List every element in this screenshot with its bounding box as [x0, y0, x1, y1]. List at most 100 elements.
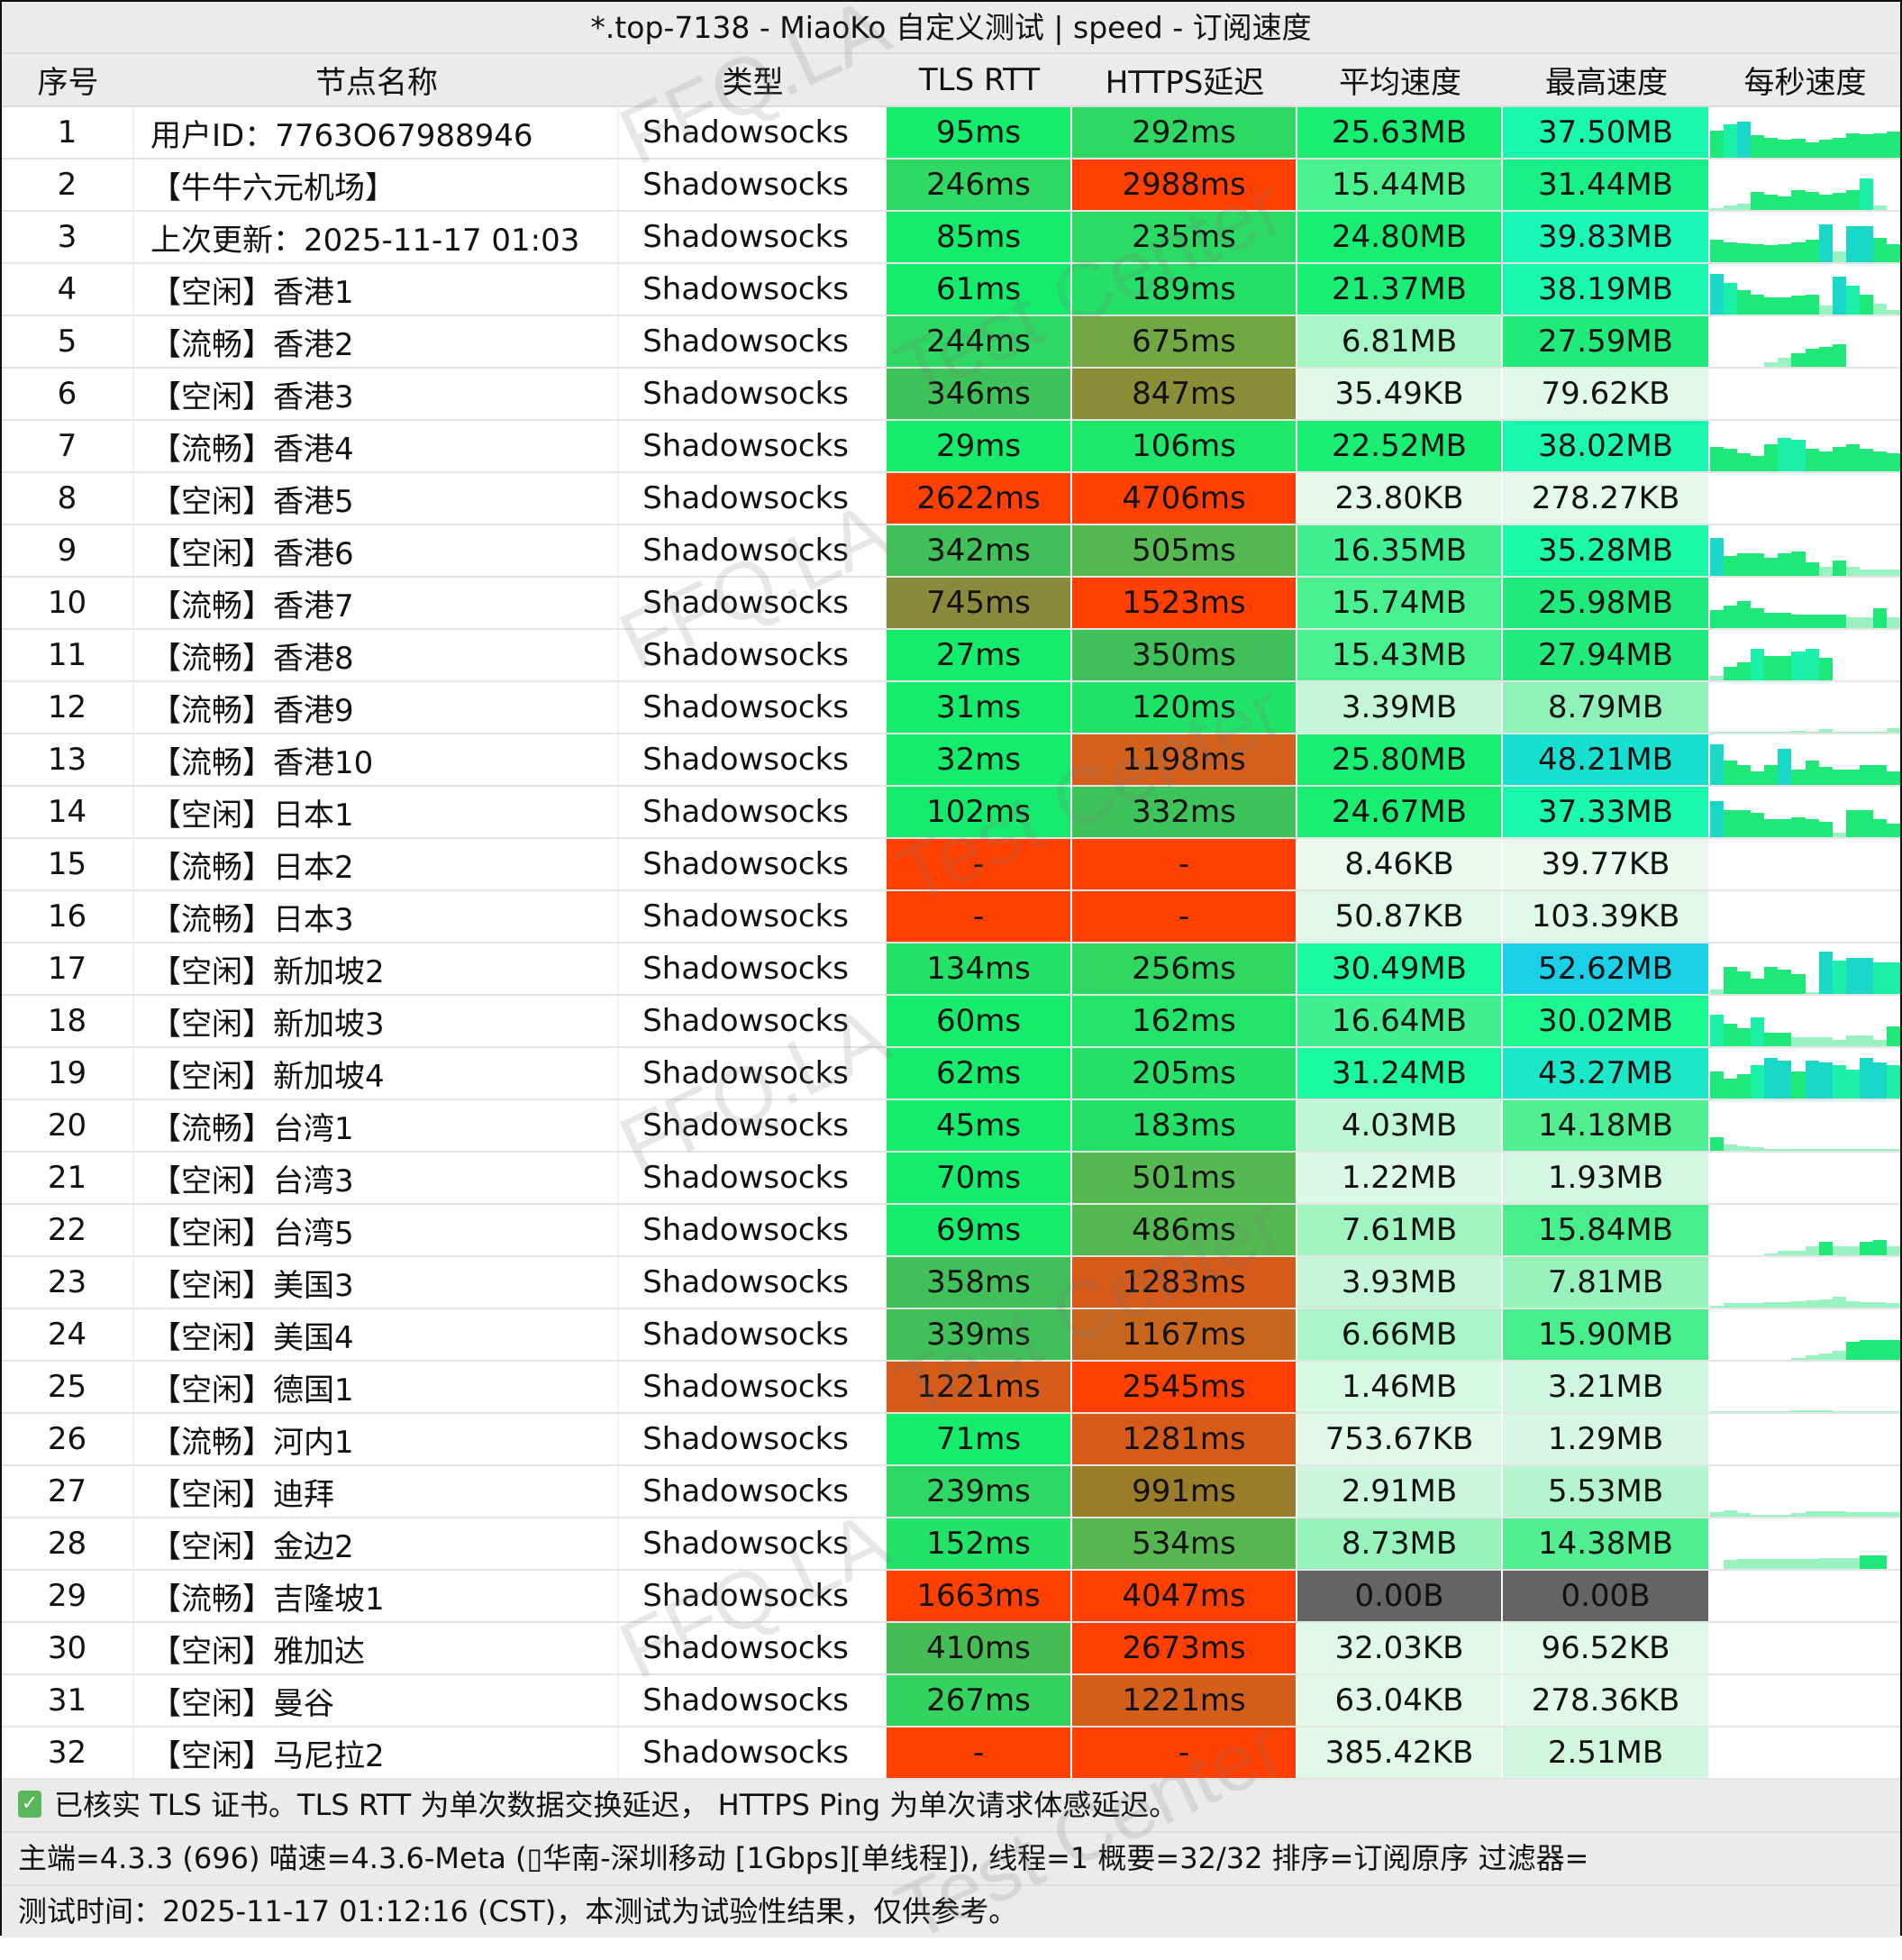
- row-index: 26: [2, 1414, 134, 1464]
- table-row[interactable]: 29 【流畅】吉隆坡1 Shadowsocks 1663ms 4047ms 0.00B 0.…: [2, 1571, 1900, 1623]
- header-type[interactable]: 类型: [722, 65, 784, 101]
- https-latency-cell: 4047ms: [1072, 1571, 1297, 1621]
- header-max-speed[interactable]: 最高速度: [1545, 65, 1668, 101]
- table-row[interactable]: 21 【空闲】台湾3 Shadowsocks 70ms 501ms 1.22MB 1.93M…: [2, 1153, 1900, 1205]
- https-latency-cell: 292ms: [1072, 107, 1297, 158]
- sparkline-bar: [1872, 1339, 1888, 1360]
- table-row[interactable]: 10 【流畅】香港7 Shadowsocks 745ms 1523ms 15.74MB 25…: [2, 578, 1900, 630]
- header-index[interactable]: 序号: [37, 65, 99, 101]
- avg-speed-cell: 4.03MB: [1297, 1100, 1503, 1151]
- table-row[interactable]: 26 【流畅】河内1 Shadowsocks 71ms 1281ms 753.67KB 1.…: [2, 1414, 1900, 1466]
- per-second-speed-sparkline: [1710, 1466, 1900, 1517]
- node-name: 【空闲】迪拜: [134, 1466, 619, 1517]
- tls-rtt-cell: -: [887, 891, 1072, 942]
- table-row[interactable]: 16 【流畅】日本3 Shadowsocks - -50.87KB 103.39KB: [2, 891, 1900, 944]
- per-second-speed-sparkline: [1710, 316, 1900, 367]
- sparkline-bar: [1710, 676, 1725, 680]
- window-title: *.top-7138 - MiaoKo 自定义测试 | speed - 订阅速度: [2, 2, 1900, 54]
- table-row[interactable]: 27 【空闲】迪拜 Shadowsocks 239ms 991ms 2.91MB 5.53M…: [2, 1466, 1900, 1518]
- tls-rtt-cell: 342ms: [887, 525, 1072, 576]
- table-row[interactable]: 5 【流畅】香港2 Shadowsocks 244ms 675ms 6.81MB 27.59…: [2, 316, 1900, 369]
- sparkline-bar: [1737, 764, 1752, 785]
- table-row[interactable]: 23 【空闲】美国3 Shadowsocks 358ms 1283ms 3.93MB 7.8…: [2, 1257, 1900, 1309]
- node-type: Shadowsocks: [619, 1257, 887, 1308]
- table-row[interactable]: 18 【空闲】新加坡3 Shadowsocks 60ms 162ms 16.64MB 30.…: [2, 996, 1900, 1048]
- header-https-latency[interactable]: HTTPS延迟: [1105, 65, 1265, 101]
- header-tls-rtt[interactable]: TLS RTT: [918, 61, 1041, 98]
- table-row[interactable]: 15 【流畅】日本2 Shadowsocks - -8.46KB 39.77KB: [2, 839, 1900, 891]
- table-row[interactable]: 31 【空闲】曼谷 Shadowsocks 267ms 1221ms 63.04KB 278…: [2, 1675, 1900, 1728]
- row-index: 20: [2, 1100, 134, 1151]
- https-latency-cell: 1523ms: [1072, 578, 1297, 628]
- table-row[interactable]: 4 【空闲】香港1 Shadowsocks 61ms 189ms 21.37MB 38.19…: [2, 264, 1900, 316]
- sparkline-bar: [1845, 1342, 1860, 1360]
- table-row[interactable]: 7 【流畅】香港4 Shadowsocks 29ms 106ms 22.52MB 38.02…: [2, 421, 1900, 473]
- per-second-speed-sparkline: [1710, 160, 1900, 210]
- per-second-speed-sparkline: [1710, 1309, 1900, 1360]
- node-name: 【空闲】香港6: [134, 525, 619, 576]
- table-row[interactable]: 14 【空闲】日本1 Shadowsocks 102ms 332ms 24.67MB 37.…: [2, 787, 1900, 839]
- sparkline-bar: [1778, 1060, 1792, 1099]
- node-name: 上次更新：2025-11-17 01:03: [134, 212, 619, 262]
- sparkline-bar: [1872, 132, 1888, 158]
- per-second-speed-sparkline: [1710, 264, 1900, 315]
- sparkline-bar: [1751, 1559, 1765, 1569]
- table-row[interactable]: 8 【空闲】香港5 Shadowsocks 2622ms 4706ms 23.80KB 27…: [2, 473, 1900, 525]
- table-row[interactable]: 1 用户ID：7763O67988946 Shadowsocks 95ms 292ms 2…: [2, 107, 1900, 160]
- table-row[interactable]: 28 【空闲】金边2 Shadowsocks 152ms 534ms 8.73MB 14.3…: [2, 1518, 1900, 1571]
- sparkline-bar: [1737, 122, 1752, 158]
- table-row[interactable]: 9 【空闲】香港6 Shadowsocks 342ms 505ms 16.35MB 35.2…: [2, 525, 1900, 578]
- sparkline-bar: [1845, 1069, 1860, 1099]
- row-index: 19: [2, 1048, 134, 1099]
- table-row[interactable]: 11 【流畅】香港8 Shadowsocks 27ms 350ms 15.43MB 27.9…: [2, 630, 1900, 682]
- https-latency-cell: 1281ms: [1072, 1414, 1297, 1464]
- table-row[interactable]: 6 【空闲】香港3 Shadowsocks 346ms 847ms 35.49KB 79.6…: [2, 369, 1900, 421]
- sparkline-bar: [1764, 764, 1779, 785]
- sparkline-bar: [1845, 1557, 1860, 1569]
- sparkline-bar: [1751, 192, 1765, 210]
- table-row[interactable]: 24 【空闲】美国4 Shadowsocks 339ms 1167ms 6.66MB 15.…: [2, 1309, 1900, 1362]
- table-row[interactable]: 20 【流畅】台湾1 Shadowsocks 45ms 183ms 4.03MB 14.18…: [2, 1100, 1900, 1153]
- table-row[interactable]: 2 【牛牛六元机场】 Shadowsocks 246ms 2988ms 15.44MB 31…: [2, 160, 1900, 212]
- https-latency-cell: 847ms: [1072, 369, 1297, 419]
- max-speed-cell: 0.00B: [1503, 1571, 1710, 1621]
- table-row[interactable]: 19 【空闲】新加坡4 Shadowsocks 62ms 205ms 31.24MB 43.…: [2, 1048, 1900, 1100]
- sparkline-bar: [1724, 283, 1738, 315]
- table-row[interactable]: 17 【空闲】新加坡2 Shadowsocks 134ms 256ms 30.49MB 52…: [2, 944, 1900, 996]
- max-speed-cell: 27.59MB: [1503, 316, 1710, 367]
- node-type: Shadowsocks: [619, 264, 887, 315]
- header-node-name[interactable]: 节点名称: [315, 65, 438, 101]
- tls-rtt-cell: 102ms: [887, 787, 1072, 837]
- avg-speed-cell: 385.42KB: [1297, 1728, 1503, 1778]
- sparkline-bar: [1872, 764, 1888, 785]
- tls-rtt-cell: 1663ms: [887, 1571, 1072, 1621]
- table-row[interactable]: 25 【空闲】德国1 Shadowsocks 1221ms 2545ms 1.46MB 3.…: [2, 1362, 1900, 1414]
- sparkline-bar: [1737, 971, 1752, 994]
- avg-speed-cell: 24.67MB: [1297, 787, 1503, 837]
- table-row[interactable]: 22 【空闲】台湾5 Shadowsocks 69ms 486ms 7.61MB 15.84…: [2, 1205, 1900, 1257]
- sparkline-bar: [1764, 297, 1779, 315]
- sparkline-bar: [1764, 655, 1779, 680]
- tls-rtt-cell: 62ms: [887, 1048, 1072, 1099]
- sparkline-bar: [1751, 244, 1765, 262]
- sparkline-bar: [1887, 453, 1900, 471]
- header-per-second-speed[interactable]: 每秒速度: [1743, 65, 1867, 101]
- sparkline-bar: [1832, 1557, 1846, 1569]
- tls-rtt-cell: 70ms: [887, 1153, 1072, 1203]
- max-speed-cell: 8.79MB: [1503, 682, 1710, 733]
- table-row[interactable]: 32 【空闲】马尼拉2 Shadowsocks - -385.42KB 2.51MB: [2, 1728, 1900, 1780]
- sparkline-bar: [1751, 649, 1765, 680]
- table-row[interactable]: 13 【流畅】香港10 Shadowsocks 32ms 1198ms 25.80MB 48…: [2, 734, 1900, 787]
- row-index: 11: [2, 630, 134, 680]
- row-index: 28: [2, 1518, 134, 1569]
- sparkline-bar: [1764, 967, 1779, 994]
- sparkline-bar: [1737, 1303, 1752, 1308]
- header-avg-speed[interactable]: 平均速度: [1339, 65, 1461, 101]
- table-row[interactable]: 12 【流畅】香港9 Shadowsocks 31ms 120ms 3.39MB 8.79M…: [2, 682, 1900, 734]
- sparkline-bar: [1791, 1071, 1806, 1099]
- table-row[interactable]: 3 上次更新：2025-11-17 01:03 Shadowsocks 85ms 235…: [2, 212, 1900, 264]
- sparkline-bar: [1805, 1060, 1819, 1099]
- table-row[interactable]: 30 【空闲】雅加达 Shadowsocks 410ms 2673ms 32.03KB 96…: [2, 1623, 1900, 1675]
- sparkline-bar: [1845, 958, 1860, 994]
- sparkline-bar: [1791, 353, 1806, 367]
